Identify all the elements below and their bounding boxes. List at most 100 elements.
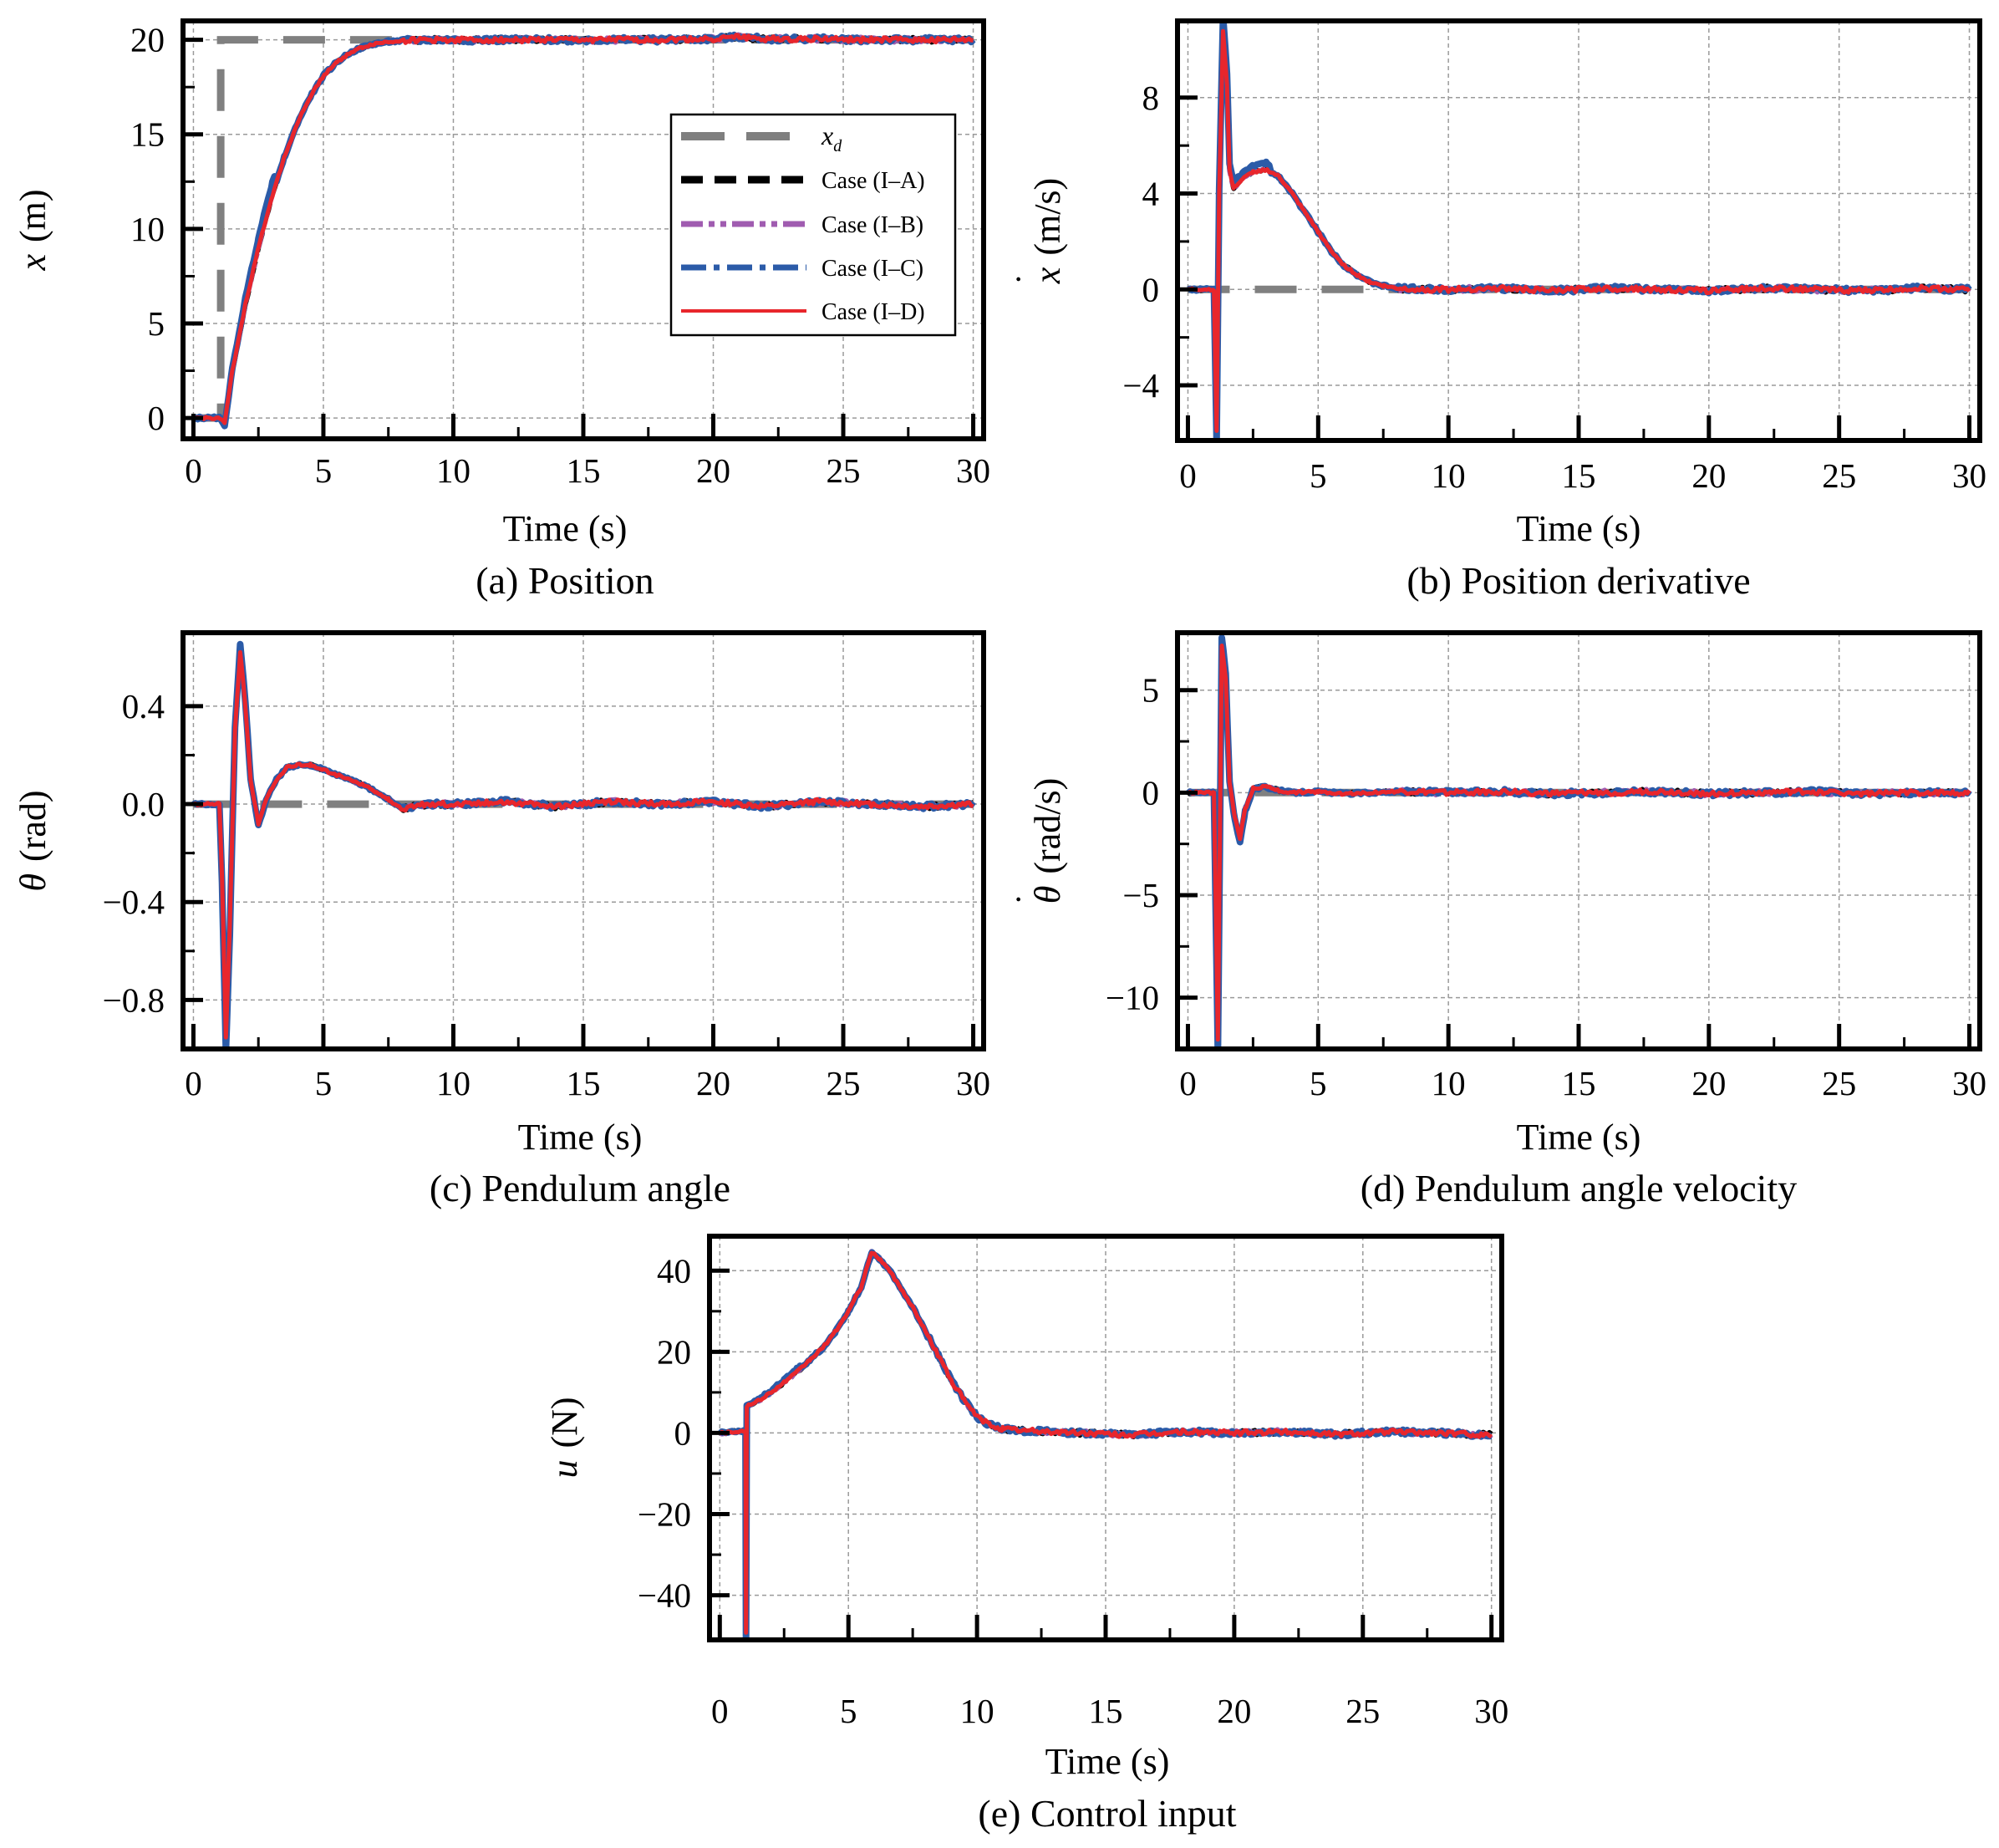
xtick-label-e-25: 25	[1345, 1692, 1380, 1730]
ytick-label-e-4: 40	[657, 1251, 691, 1290]
panel-c: 0 5 10 15 20 25 30 −0.8 −0.4 0.0 0.4 θ (rad) Time (…	[13, 630, 990, 1209]
panel-d-ylabel: θ (rad/s) ˙	[1009, 778, 1068, 906]
xtick-label-c-30: 30	[956, 1064, 990, 1102]
ytick-label-c-1: −0.4	[103, 883, 165, 921]
ylabel-symbol-c: θ	[13, 873, 53, 892]
panel-a-xlabel: Time (s)	[503, 508, 628, 549]
ylabel-b: x (m/s)	[1027, 178, 1068, 284]
legend-label-xd: xd	[821, 120, 842, 155]
panel-c-series	[191, 640, 976, 1049]
panel-d-grid	[1178, 633, 1980, 1049]
panel-e-grid	[710, 1236, 1502, 1640]
xtick-label-a-5: 5	[315, 451, 333, 490]
legend: xd Case (I–A) Case (I–B) Case (I–C) Case…	[669, 113, 957, 337]
legend-label-IA: Case (I–A)	[821, 168, 925, 194]
xtick-label-c-25: 25	[827, 1064, 861, 1102]
ytick-label-b-2: 4	[1142, 175, 1160, 213]
panel-c-xlabel: Time (s)	[518, 1117, 643, 1158]
legend-label-ID: Case (I–D)	[821, 299, 925, 325]
xtick-label-a-25: 25	[827, 451, 861, 490]
panel-c-ylabel: θ (rad)	[13, 790, 53, 891]
panel-a-caption: (a) Position	[476, 559, 654, 602]
ytick-label-a-4: 20	[130, 21, 165, 59]
ylabel-e: u (N)	[544, 1397, 585, 1478]
xtick-label-c-20: 20	[696, 1064, 730, 1102]
ylabel-symbol-a: x	[13, 254, 53, 272]
ylabel-dot-b: ˙	[1009, 273, 1050, 286]
ytick-label-d-1: −5	[1122, 876, 1159, 914]
xtick-label-d-25: 25	[1822, 1064, 1856, 1102]
xtick-label-e-0: 0	[711, 1692, 729, 1730]
xtick-label-b-30: 30	[1952, 456, 1986, 495]
ylabel-symbol-d: θ	[1027, 886, 1068, 904]
panel-a-ticks: 0 5 10 15 20 25 30 0 5 10 15 20	[130, 21, 990, 490]
panel-b-ticks: 0 5 10 15 20 25 30 −4 0 4 8	[1122, 79, 1986, 495]
xtick-label-b-0: 0	[1179, 456, 1197, 495]
panel-c-caption: (c) Pendulum angle	[430, 1167, 730, 1209]
series-ID-d	[1187, 644, 1971, 1042]
ytick-label-a-0: 0	[148, 399, 165, 437]
legend-label-xd-sub: d	[833, 137, 842, 155]
legend-label-IC: Case (I–C)	[821, 256, 923, 282]
xtick-label-a-0: 0	[185, 451, 202, 490]
ytick-label-d-0: −10	[1106, 979, 1159, 1017]
ytick-label-b-3: 8	[1142, 79, 1160, 117]
panel-d-series	[1185, 634, 1972, 1049]
panel-b-ylabel: x (m/s) ˙	[1009, 178, 1068, 286]
ytick-label-e-1: −20	[638, 1495, 691, 1534]
xtick-label-c-5: 5	[315, 1064, 333, 1102]
xtick-label-d-30: 30	[1952, 1064, 1986, 1102]
ylabel-unit-e: (N)	[544, 1397, 585, 1448]
panel-d: 0 5 10 15 20 25 30 −10 −5 0 5 θ (rad/s) ˙ Time (s) (…	[1009, 630, 1986, 1209]
panel-b-series	[1186, 21, 1972, 440]
ylabel-dot-d: ˙	[1009, 893, 1050, 906]
ytick-label-c-2: 0.0	[122, 785, 165, 823]
panel-e-ylabel: u (N)	[544, 1397, 585, 1478]
xtick-label-c-10: 10	[436, 1064, 471, 1102]
ytick-label-d-3: 5	[1142, 671, 1160, 710]
xtick-label-e-10: 10	[960, 1692, 994, 1730]
panel-e-series	[717, 1249, 1493, 1640]
xtick-label-b-20: 20	[1691, 456, 1726, 495]
xtick-label-c-0: 0	[185, 1064, 202, 1102]
ytick-label-a-2: 10	[130, 210, 165, 248]
xtick-label-a-30: 30	[956, 451, 990, 490]
xtick-label-d-5: 5	[1310, 1064, 1327, 1102]
ylabel-symbol-e: u	[544, 1460, 585, 1479]
panel-b-caption: (b) Position derivative	[1406, 559, 1750, 602]
panel-d-ticks: 0 5 10 15 20 25 30 −10 −5 0 5	[1106, 671, 1986, 1102]
panel-d-caption: (d) Pendulum angle velocity	[1361, 1167, 1798, 1209]
series-ID-e	[718, 1250, 1493, 1635]
xtick-label-b-10: 10	[1432, 456, 1466, 495]
xtick-label-d-0: 0	[1179, 1064, 1197, 1102]
legend-box	[669, 113, 957, 337]
ylabel-unit-a: (m)	[13, 189, 53, 242]
ylabel-unit-d: (rad/s)	[1027, 778, 1068, 874]
ylabel-c: θ (rad)	[13, 790, 53, 891]
panel-b-grid	[1178, 21, 1980, 440]
ylabel-unit-b: (m/s)	[1027, 178, 1068, 256]
xtick-label-e-15: 15	[1089, 1692, 1123, 1730]
panel-e-ticks: 0 5 10 15 20 25 30 −40 −20 0 20 40	[638, 1251, 1508, 1730]
ylabel-unit-c: (rad)	[13, 790, 53, 862]
series-ID-b	[1188, 28, 1971, 433]
panel-d-xlabel: Time (s)	[1517, 1117, 1641, 1158]
panel-e: 0 5 10 15 20 25 30 −40 −20 0 20 40 u (N) Time (s) (e…	[544, 1234, 1508, 1835]
xtick-label-d-10: 10	[1432, 1064, 1466, 1102]
ytick-label-a-1: 5	[148, 304, 165, 343]
ytick-label-d-2: 0	[1142, 773, 1160, 812]
ylabel-symbol-b: x	[1027, 267, 1068, 284]
series-ID-a	[192, 33, 974, 425]
xtick-label-e-5: 5	[840, 1692, 857, 1730]
ytick-label-c-0: −0.8	[103, 980, 165, 1019]
panel-a-series	[191, 31, 976, 430]
ytick-label-c-3: 0.4	[122, 687, 165, 725]
legend-label-xd-main: x	[821, 120, 833, 150]
panel-a-ylabel: x (m)	[13, 189, 53, 271]
xtick-label-a-10: 10	[436, 451, 471, 490]
xtick-label-d-20: 20	[1691, 1064, 1726, 1102]
panel-c-ticks: 0 5 10 15 20 25 30 −0.8 −0.4 0.0 0.4	[103, 687, 990, 1102]
xtick-label-e-20: 20	[1217, 1692, 1251, 1730]
ytick-label-b-0: −4	[1122, 366, 1159, 405]
